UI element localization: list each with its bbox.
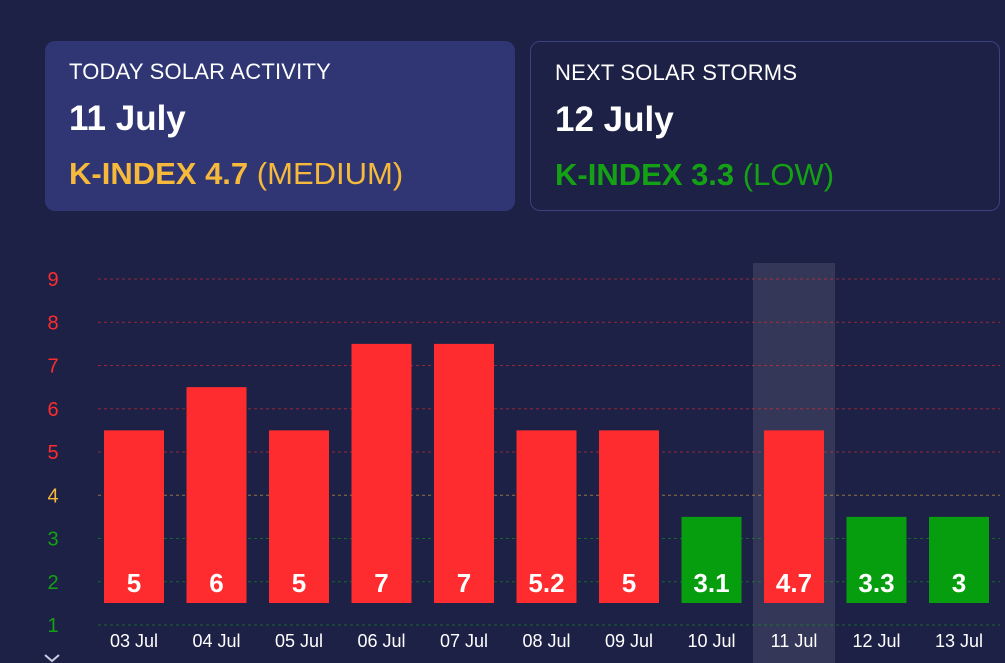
y-tick-label: 9 — [47, 269, 58, 291]
today-kindex-level: (MEDIUM) — [256, 156, 404, 191]
bar-group[interactable]: 7 — [351, 343, 412, 603]
x-tick-label: 07 Jul — [440, 631, 488, 651]
x-tick-label: 06 Jul — [357, 631, 405, 651]
today-solar-activity-card: TODAY SOLAR ACTIVITY 11 July K-INDEX 4.7… — [45, 41, 515, 211]
x-tick-label: 09 Jul — [605, 631, 653, 651]
bar-group[interactable]: 7 — [434, 343, 494, 603]
y-tick-label: 6 — [47, 399, 58, 421]
bar[interactable] — [764, 430, 824, 603]
x-tick-label: 03 Jul — [110, 631, 158, 651]
bar-group[interactable]: 3.1 — [681, 516, 742, 603]
x-tick-label: 04 Jul — [192, 631, 240, 651]
next-card-date: 12 July — [555, 100, 674, 139]
bar-group[interactable]: 3 — [929, 516, 989, 603]
bar[interactable] — [846, 516, 907, 603]
bar-value-label: 3.3 — [858, 568, 894, 598]
next-kindex-value: K-INDEX 3.3 — [555, 157, 735, 192]
bar[interactable] — [434, 343, 494, 603]
bar-group[interactable]: 5.2 — [516, 430, 577, 603]
bar[interactable] — [681, 516, 742, 603]
bar-value-label: 3 — [952, 568, 966, 598]
bar-value-label: 7 — [374, 568, 388, 598]
x-tick-label: 05 Jul — [275, 631, 323, 651]
bar-value-label: 7 — [457, 568, 471, 598]
x-tick-label: 11 Jul — [771, 631, 818, 651]
y-tick-label: 7 — [47, 356, 58, 378]
x-tick-label: 10 Jul — [687, 631, 735, 651]
bar[interactable] — [929, 516, 989, 603]
chevron-down-icon[interactable] — [44, 654, 60, 663]
bar-group[interactable]: 3.3 — [846, 516, 907, 603]
next-card-kindex: K-INDEX 3.3 (LOW) — [555, 157, 834, 193]
bar[interactable] — [599, 430, 659, 603]
y-tick-label: 8 — [47, 312, 58, 334]
today-card-kindex: K-INDEX 4.7 (MEDIUM) — [69, 156, 403, 192]
today-card-date: 11 July — [69, 99, 186, 138]
bar-value-label: 5 — [292, 568, 306, 598]
x-tick-label: 12 Jul — [852, 631, 900, 651]
bar-value-label: 4.7 — [776, 568, 812, 598]
next-kindex-level: (LOW) — [742, 157, 835, 192]
bar-value-label: 5 — [127, 568, 141, 598]
bar[interactable] — [351, 343, 412, 603]
bar-value-label: 3.1 — [693, 568, 729, 598]
bar-group[interactable]: 4.7 — [764, 430, 824, 603]
bar-group[interactable]: 5 — [104, 430, 164, 603]
bar-value-label: 5.2 — [528, 568, 564, 598]
y-tick-label: 1 — [47, 615, 58, 637]
bar[interactable] — [516, 430, 577, 603]
y-tick-label: 3 — [47, 529, 58, 551]
bar-value-label: 6 — [209, 568, 223, 598]
bar-group[interactable]: 5 — [269, 430, 329, 603]
bar[interactable] — [269, 430, 329, 603]
bar-group[interactable]: 5 — [599, 430, 659, 603]
today-card-label: TODAY SOLAR ACTIVITY — [69, 59, 331, 84]
x-tick-label: 13 Jul — [935, 631, 983, 651]
y-tick-label: 4 — [47, 485, 58, 507]
bar-group[interactable]: 6 — [186, 387, 247, 603]
x-tick-label: 08 Jul — [522, 631, 570, 651]
next-card-label: NEXT SOLAR STORMS — [555, 60, 798, 85]
bar-value-label: 5 — [622, 568, 636, 598]
bar[interactable] — [186, 387, 247, 603]
today-kindex-value: K-INDEX 4.7 — [69, 156, 249, 191]
y-tick-label: 2 — [47, 572, 58, 594]
y-tick-label: 5 — [47, 442, 58, 464]
bar[interactable] — [104, 430, 164, 603]
next-solar-storms-card: NEXT SOLAR STORMS 12 July K-INDEX 3.3 (L… — [530, 41, 1000, 211]
